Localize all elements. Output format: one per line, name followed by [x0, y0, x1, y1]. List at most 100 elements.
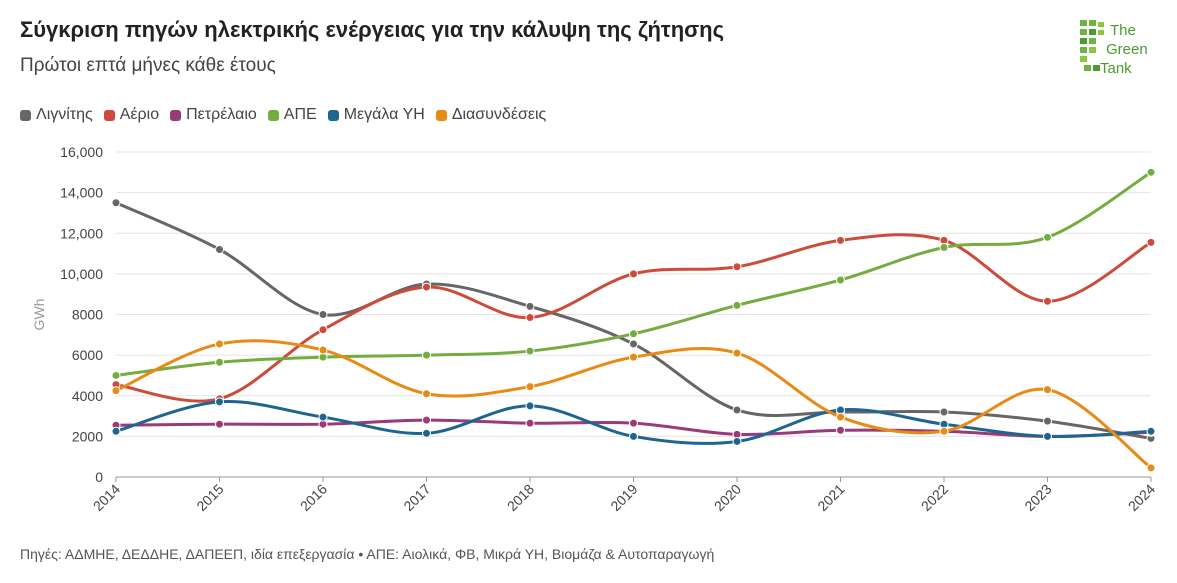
data-point-4-4 [525, 401, 535, 411]
y-tick-label: 14,000 [60, 185, 103, 201]
data-point-3-0 [111, 370, 121, 380]
data-point-4-3 [422, 428, 431, 438]
legend-label-interconnections: Διασυνδέσεις [451, 106, 547, 123]
y-tick-label: 2000 [72, 428, 103, 444]
data-point-3-9 [1043, 232, 1052, 242]
data-point-0-0 [111, 198, 121, 208]
data-point-5-5 [629, 352, 638, 362]
series-line-5 [115, 339, 1152, 470]
legend-item-interconnections[interactable]: Διασυνδέσεις [435, 106, 547, 124]
data-point-3-3 [422, 350, 431, 360]
x-tick-label: 2023 [1021, 481, 1054, 514]
legend-swatch-res [267, 109, 279, 121]
legend-label-lignite: Λιγνίτης [36, 106, 93, 123]
y-tick-label: 6000 [72, 347, 103, 363]
legend-swatch-gas [103, 109, 115, 121]
data-point-1-4 [525, 313, 535, 323]
data-point-2-3 [422, 415, 431, 425]
data-point-0-8 [939, 407, 949, 417]
data-point-5-10 [1146, 463, 1156, 473]
data-point-4-1 [215, 397, 224, 407]
y-tick-label: 8000 [72, 307, 103, 323]
x-tick-label: 2021 [814, 481, 847, 514]
data-point-4-0 [111, 426, 121, 436]
x-tick-label: 2022 [918, 481, 951, 514]
legend-label-large-hydro: Μεγάλα ΥΗ [343, 106, 425, 123]
data-point-2-5 [629, 418, 638, 428]
data-point-1-6 [732, 262, 742, 272]
x-tick-label: 2017 [400, 481, 433, 514]
y-tick-label: 10,000 [60, 266, 103, 282]
data-point-5-3 [422, 389, 431, 399]
y-axis-label: GWh [31, 299, 47, 331]
x-tick-label: 2014 [90, 481, 123, 514]
data-point-3-5 [629, 329, 638, 339]
data-point-4-10 [1146, 426, 1156, 436]
logo-text-green: Green [1106, 41, 1148, 58]
legend-item-res[interactable]: ΑΠΕ [267, 106, 317, 124]
legend-swatch-interconnections [435, 109, 447, 121]
series-line-1 [115, 233, 1152, 403]
data-point-4-2 [318, 412, 328, 422]
data-point-4-9 [1043, 431, 1052, 441]
legend-item-lignite[interactable]: Λιγνίτης [20, 106, 93, 124]
legend-label-gas: Αέριο [119, 106, 160, 123]
logo-leaf-icon [1080, 20, 1104, 71]
data-point-1-7 [836, 235, 845, 245]
data-point-3-10 [1146, 167, 1156, 177]
y-tick-label: 4000 [72, 388, 103, 404]
data-point-5-2 [318, 345, 328, 355]
legend-item-large-hydro[interactable]: Μεγάλα ΥΗ [327, 106, 425, 124]
data-point-3-1 [215, 357, 224, 367]
data-point-5-8 [939, 426, 949, 436]
series-line-0 [115, 201, 1152, 440]
x-tick-label: 2015 [193, 481, 226, 514]
logo-text-tank: Tank [1100, 60, 1132, 77]
x-tick-label: 2019 [607, 481, 640, 514]
logo-text-the: The [1110, 22, 1136, 39]
data-point-3-7 [836, 275, 845, 285]
data-point-3-4 [525, 346, 535, 356]
y-tick-label: 0 [95, 469, 103, 485]
data-point-2-7 [836, 425, 845, 435]
y-tick-label: 16,000 [60, 144, 103, 160]
data-point-1-3 [422, 282, 431, 292]
x-tick-label: 2024 [1125, 481, 1158, 514]
data-point-5-4 [525, 382, 535, 392]
data-point-5-9 [1043, 385, 1052, 395]
source-note: Πηγές: ΑΔΜΗΕ, ΔΕΔΔΗΕ, ΔΑΠΕΕΠ, ιδία επεξε… [20, 546, 715, 562]
data-point-2-1 [215, 419, 224, 429]
x-tick-label: 2016 [297, 481, 330, 514]
data-point-1-2 [318, 325, 328, 335]
chart-subtitle: Πρώτοι επτά μήνες κάθε έτους [20, 55, 276, 76]
legend-item-gas[interactable]: Αέριο [103, 106, 160, 124]
data-point-0-6 [732, 405, 742, 415]
chart-legend: Λιγνίτης Αέριο Πετρέλαιο ΑΠΕ Μεγάλα ΥΗ Δ… [20, 106, 557, 124]
data-point-3-6 [732, 300, 742, 310]
data-point-1-5 [629, 269, 638, 279]
data-point-3-8 [939, 242, 949, 252]
x-tick-label: 2020 [711, 481, 744, 514]
data-point-0-5 [629, 339, 638, 349]
legend-label-res: ΑΠΕ [283, 106, 317, 123]
legend-swatch-lignite [20, 109, 31, 121]
data-point-0-4 [525, 301, 535, 311]
x-tick-label: 2018 [504, 481, 537, 514]
data-point-5-7 [836, 412, 845, 422]
data-point-5-1 [215, 339, 224, 349]
data-point-1-9 [1043, 296, 1052, 306]
data-point-2-4 [525, 418, 535, 428]
data-point-4-5 [629, 431, 638, 441]
data-point-0-1 [215, 245, 224, 254]
chart-title: Σύγκριση πηγών ηλεκτρικής ενέργειας για … [20, 17, 725, 42]
legend-item-oil[interactable]: Πετρέλαιο [170, 106, 257, 124]
green-tank-logo: The Green Tank [1080, 20, 1148, 77]
data-point-1-10 [1146, 237, 1156, 247]
data-point-4-6 [732, 436, 742, 446]
data-point-5-0 [111, 386, 121, 396]
data-point-5-6 [732, 348, 742, 358]
legend-label-oil: Πετρέλαιο [186, 106, 257, 123]
data-point-0-2 [318, 310, 328, 319]
legend-swatch-oil [170, 109, 182, 121]
line-chart: 0 2000 4000 6000 8000 10,000 12,000 14,000 16,00… [31, 144, 1158, 514]
